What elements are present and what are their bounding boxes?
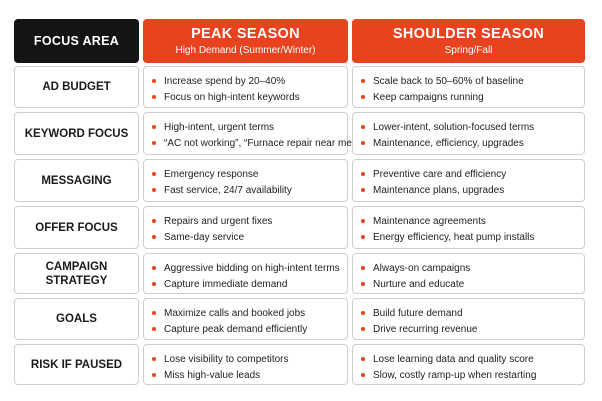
shoulder-cell-offer-focus: Maintenance agreements Energy efficiency… bbox=[352, 206, 585, 249]
bullet-dot-icon bbox=[361, 282, 365, 286]
peak-cell-campaign-strategy: Aggressive bidding on high-intent terms … bbox=[143, 253, 348, 294]
list-item: Preventive care and efficiency bbox=[361, 166, 584, 182]
list-item: Always-on campaigns bbox=[361, 260, 584, 276]
list-item: Energy efficiency, heat pump installs bbox=[361, 229, 584, 245]
list-item: Aggressive bidding on high-intent terms bbox=[152, 260, 347, 276]
list-item: Same-day service bbox=[152, 229, 347, 245]
list-item: Scale back to 50–60% of baseline bbox=[361, 73, 584, 89]
row-label-campaign-strategy: CAMPAIGN STRATEGY bbox=[14, 253, 139, 294]
peak-cell-offer-focus: Repairs and urgent fixes Same-day servic… bbox=[143, 206, 348, 249]
list-item: Maintenance, efficiency, upgrades bbox=[361, 135, 584, 151]
shoulder-cell-messaging: Preventive care and efficiency Maintenan… bbox=[352, 159, 585, 202]
row-label-messaging: MESSAGING bbox=[14, 159, 139, 202]
shoulder-cell-goals: Build future demand Drive recurring reve… bbox=[352, 298, 585, 340]
list-item: Maintenance agreements bbox=[361, 213, 584, 229]
list-item: Lower-intent, solution-focused terms bbox=[361, 119, 584, 135]
peak-season-subtitle: High Demand (Summer/Winter) bbox=[175, 44, 316, 56]
bullet-dot-icon bbox=[152, 79, 156, 83]
bullet-dot-icon bbox=[152, 282, 156, 286]
bullet-dot-icon bbox=[361, 125, 365, 129]
bullet-dot-icon bbox=[361, 79, 365, 83]
list-item: High-intent, urgent terms bbox=[152, 119, 347, 135]
peak-cell-messaging: Emergency response Fast service, 24/7 av… bbox=[143, 159, 348, 202]
shoulder-cell-ad-budget: Scale back to 50–60% of baseline Keep ca… bbox=[352, 66, 585, 108]
list-item: Repairs and urgent fixes bbox=[152, 213, 347, 229]
peak-cell-keyword-focus: High-intent, urgent terms “AC not workin… bbox=[143, 112, 355, 155]
bullet-dot-icon bbox=[361, 172, 365, 176]
list-item: Capture immediate demand bbox=[152, 276, 347, 292]
bullet-dot-icon bbox=[152, 311, 156, 315]
list-item: Focus on high-intent keywords bbox=[152, 89, 347, 105]
shoulder-cell-keyword-focus: Lower-intent, solution-focused terms Mai… bbox=[352, 112, 585, 155]
bullet-dot-icon bbox=[152, 235, 156, 239]
list-item: Increase spend by 20–40% bbox=[152, 73, 347, 89]
list-item: Keep campaigns running bbox=[361, 89, 584, 105]
bullet-dot-icon bbox=[152, 357, 156, 361]
list-item: Drive recurring revenue bbox=[361, 321, 584, 337]
bullet-dot-icon bbox=[152, 141, 156, 145]
row-label-goals: GOALS bbox=[14, 298, 139, 340]
bullet-dot-icon bbox=[361, 235, 365, 239]
header-focus-area: FOCUS AREA bbox=[14, 19, 139, 63]
bullet-dot-icon bbox=[361, 357, 365, 361]
bullet-dot-icon bbox=[361, 188, 365, 192]
bullet-dot-icon bbox=[152, 327, 156, 331]
list-item: Maximize calls and booked jobs bbox=[152, 305, 347, 321]
list-item: Lose visibility to competitors bbox=[152, 351, 347, 367]
list-item: “AC not working”, “Furnace repair near m… bbox=[152, 135, 355, 151]
bullet-dot-icon bbox=[152, 95, 156, 99]
bullet-dot-icon bbox=[361, 311, 365, 315]
list-item: Maintenance plans, upgrades bbox=[361, 182, 584, 198]
list-item: Capture peak demand efficiently bbox=[152, 321, 347, 337]
shoulder-season-title: SHOULDER SEASON bbox=[392, 25, 545, 42]
row-label-keyword-focus: KEYWORD FOCUS bbox=[14, 112, 139, 155]
bullet-dot-icon bbox=[361, 141, 365, 145]
bullet-dot-icon bbox=[152, 219, 156, 223]
bullet-dot-icon bbox=[152, 172, 156, 176]
list-item: Nurture and educate bbox=[361, 276, 584, 292]
row-label-risk-if-paused: RISK IF PAUSED bbox=[14, 344, 139, 385]
peak-cell-ad-budget: Increase spend by 20–40% Focus on high-i… bbox=[143, 66, 348, 108]
list-item: Lose learning data and quality score bbox=[361, 351, 584, 367]
row-label-ad-budget: AD BUDGET bbox=[14, 66, 139, 108]
shoulder-cell-risk-if-paused: Lose learning data and quality score Slo… bbox=[352, 344, 585, 385]
list-item: Miss high-value leads bbox=[152, 367, 347, 383]
bullet-dot-icon bbox=[361, 219, 365, 223]
bullet-dot-icon bbox=[361, 373, 365, 377]
list-item: Slow, costly ramp-up when restarting bbox=[361, 367, 584, 383]
peak-cell-risk-if-paused: Lose visibility to competitors Miss high… bbox=[143, 344, 348, 385]
list-item: Fast service, 24/7 availability bbox=[152, 182, 347, 198]
bullet-dot-icon bbox=[152, 188, 156, 192]
bullet-dot-icon bbox=[361, 266, 365, 270]
shoulder-season-subtitle: Spring/Fall bbox=[444, 44, 493, 56]
peak-season-title: PEAK SEASON bbox=[191, 25, 300, 42]
list-item: Build future demand bbox=[361, 305, 584, 321]
header-shoulder-season: SHOULDER SEASON Spring/Fall bbox=[352, 19, 585, 63]
peak-cell-goals: Maximize calls and booked jobs Capture p… bbox=[143, 298, 348, 340]
shoulder-cell-campaign-strategy: Always-on campaigns Nurture and educate bbox=[352, 253, 585, 294]
bullet-dot-icon bbox=[152, 266, 156, 270]
bullet-dot-icon bbox=[361, 95, 365, 99]
bullet-dot-icon bbox=[152, 125, 156, 129]
list-item: Emergency response bbox=[152, 166, 347, 182]
bullet-dot-icon bbox=[152, 373, 156, 377]
header-peak-season: PEAK SEASON High Demand (Summer/Winter) bbox=[143, 19, 348, 63]
bullet-dot-icon bbox=[361, 327, 365, 331]
row-label-offer-focus: OFFER FOCUS bbox=[14, 206, 139, 249]
